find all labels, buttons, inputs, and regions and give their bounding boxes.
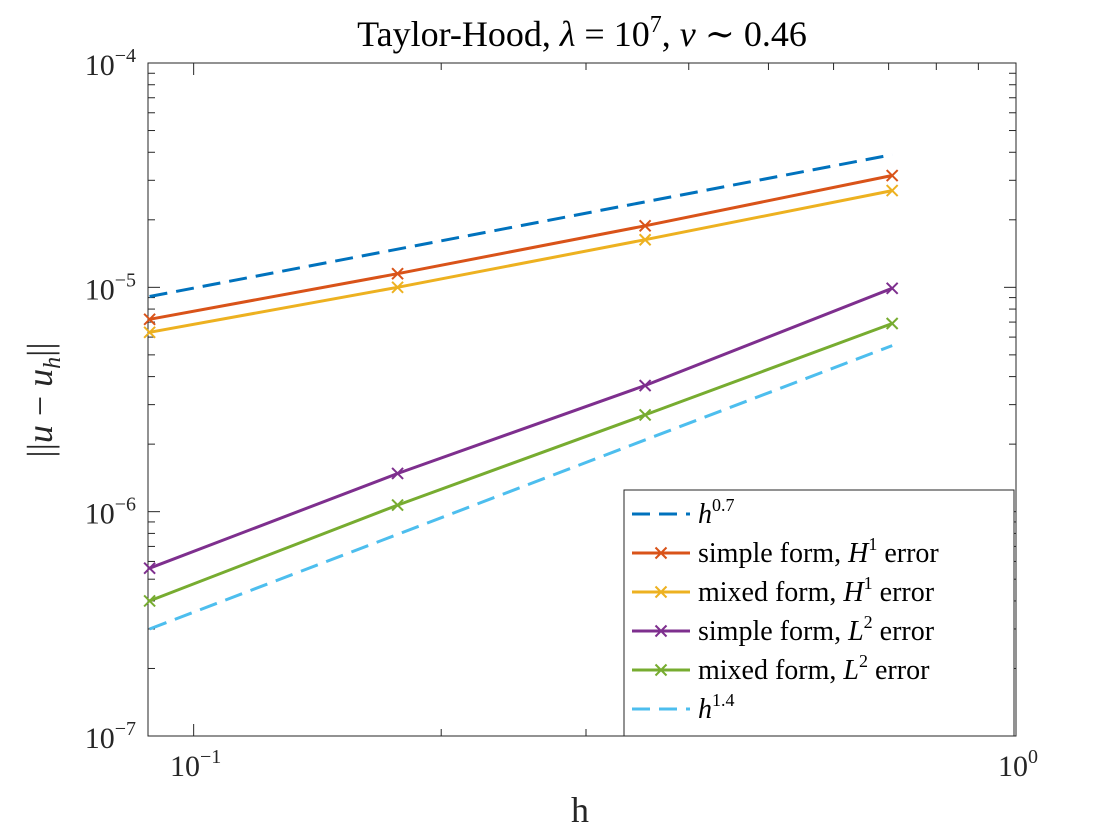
data-point-simple_l2 bbox=[143, 561, 156, 575]
series-line-simple_h1 bbox=[149, 174, 893, 321]
axis-tick-labels: 10−1 100 10−4 10−5 10−6 10−7 bbox=[85, 45, 1038, 783]
y-tick-label: 10−4 bbox=[85, 45, 136, 82]
legend-item-h07: h0.7 bbox=[632, 495, 735, 530]
data-point-simple_h1 bbox=[143, 313, 156, 326]
series-line-simple_l2 bbox=[149, 286, 893, 570]
x-tick-label: 100 bbox=[998, 746, 1038, 783]
legend-label: mixed form, H1 error bbox=[698, 573, 935, 608]
data-point-simple_l2 bbox=[638, 379, 652, 392]
legend: h0.7 simple form, H1 error mixed form, H1 … bbox=[623, 489, 1015, 737]
data-point-mixed_h1 bbox=[885, 184, 899, 197]
legend-box bbox=[623, 489, 1015, 737]
chart-title: Taylor-Hood, λ = 107, ν ∼ 0.46 bbox=[357, 12, 807, 54]
legend-label: h1.4 bbox=[698, 690, 735, 725]
legend-item-simple_h1: simple form, H1 error bbox=[632, 534, 939, 569]
legend-label: h0.7 bbox=[698, 495, 735, 530]
series-line-mixed_h1 bbox=[149, 189, 893, 334]
data-point-simple_l2 bbox=[391, 467, 404, 480]
y-tick-label: 10−5 bbox=[85, 269, 136, 306]
series-markers bbox=[143, 169, 899, 608]
data-point-mixed_l2 bbox=[391, 498, 404, 512]
data-point-mixed_h1 bbox=[391, 281, 404, 294]
series-line-mixed_l2 bbox=[149, 322, 893, 603]
data-point-simple_l2 bbox=[885, 282, 899, 295]
series-lines bbox=[149, 153, 893, 631]
series-line-h07 bbox=[149, 153, 893, 298]
data-point-simple_h1 bbox=[885, 169, 899, 182]
legend-item-h14: h1.4 bbox=[632, 690, 735, 725]
data-point-mixed_l2 bbox=[885, 317, 899, 330]
legend-items: h0.7 simple form, H1 error mixed form, H1 … bbox=[632, 495, 939, 725]
y-tick-label: 10−6 bbox=[85, 494, 136, 531]
x-tick-label: 10−1 bbox=[170, 746, 221, 783]
y-tick-label: 10−7 bbox=[85, 718, 136, 755]
legend-label: mixed form, L2 error bbox=[698, 651, 930, 686]
data-point-mixed_l2 bbox=[638, 408, 652, 422]
data-point-mixed_h1 bbox=[143, 326, 156, 339]
legend-item-mixed_h1: mixed form, H1 error bbox=[632, 573, 935, 608]
legend-label: simple form, H1 error bbox=[698, 534, 939, 569]
data-point-mixed_h1 bbox=[638, 233, 652, 246]
data-point-simple_h1 bbox=[391, 267, 404, 280]
legend-item-simple_l2: simple form, L2 error bbox=[632, 612, 935, 647]
legend-label: simple form, L2 error bbox=[698, 612, 935, 647]
series-line-h14 bbox=[149, 344, 893, 631]
legend-item-mixed_l2: mixed form, L2 error bbox=[632, 651, 930, 686]
y-axis-label: ||u − uh|| bbox=[20, 342, 66, 457]
x-axis-label: h bbox=[571, 790, 589, 830]
data-point-simple_h1 bbox=[638, 219, 652, 233]
data-point-mixed_l2 bbox=[143, 594, 156, 608]
